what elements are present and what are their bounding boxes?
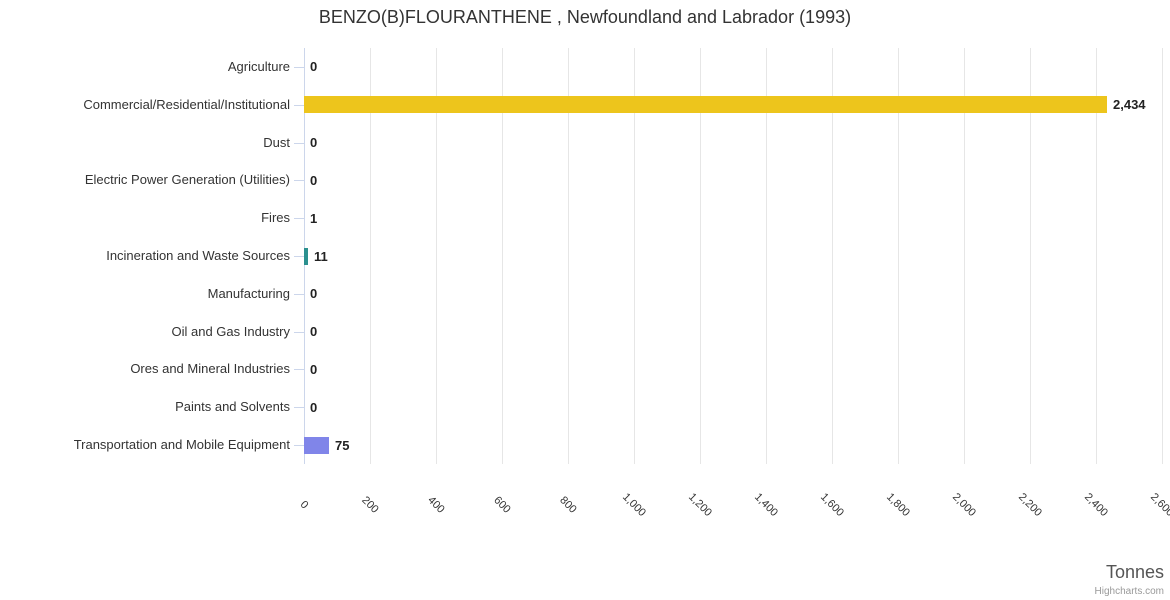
- x-tick-label: 2,600: [1148, 491, 1170, 519]
- x-tick-label: 1,000: [620, 491, 648, 519]
- y-axis-tick: [294, 218, 304, 219]
- value-label: 75: [335, 438, 350, 453]
- gridline: [766, 48, 767, 464]
- y-axis-tick: [294, 67, 304, 68]
- x-tick-label: 0: [297, 498, 311, 512]
- gridline: [502, 48, 503, 464]
- x-tick-label: 800: [557, 494, 579, 516]
- x-tick-label: 1,800: [884, 491, 912, 519]
- y-axis-tick: [294, 105, 304, 106]
- x-tick-label: 600: [491, 494, 513, 516]
- chart-title: BENZO(B)FLOURANTHENE , Newfoundland and …: [318, 7, 852, 27]
- value-label: 2,434: [1113, 97, 1146, 112]
- gridline: [634, 48, 635, 464]
- bar[interactable]: [304, 96, 1107, 113]
- category-label: Fires: [261, 210, 290, 225]
- bar[interactable]: [304, 248, 308, 265]
- value-label: 0: [310, 59, 318, 74]
- x-tick-label: 1,400: [752, 491, 780, 519]
- x-axis-title: Tonnes: [1105, 562, 1164, 582]
- gridline: [1030, 48, 1031, 464]
- y-axis-tick: [294, 180, 304, 181]
- gridline: [700, 48, 701, 464]
- y-axis-tick: [294, 256, 304, 257]
- x-tick-label: 2,000: [950, 491, 978, 519]
- y-axis-tick: [294, 445, 304, 446]
- category-label: Manufacturing: [207, 286, 290, 301]
- value-label: 0: [310, 135, 318, 150]
- y-axis-tick: [294, 332, 304, 333]
- gridline: [1162, 48, 1163, 464]
- category-label: Ores and Mineral Industries: [130, 361, 290, 376]
- highcharts-credit-link[interactable]: Highcharts.com: [1094, 586, 1164, 597]
- value-label: 0: [310, 286, 318, 301]
- value-label: 0: [310, 400, 318, 415]
- value-label: 11: [314, 249, 328, 264]
- value-label: 0: [310, 324, 318, 339]
- gridline: [370, 48, 371, 464]
- y-axis-tick: [294, 143, 304, 144]
- category-label: Commercial/Residential/Institutional: [83, 97, 290, 112]
- gridline: [1096, 48, 1097, 464]
- x-tick-label: 400: [425, 494, 447, 516]
- value-label: 0: [310, 173, 318, 188]
- category-label: Dust: [263, 135, 290, 150]
- value-label: 1: [310, 211, 318, 226]
- gridline: [568, 48, 569, 464]
- gridline: [898, 48, 899, 464]
- category-label: Transportation and Mobile Equipment: [73, 437, 290, 452]
- x-tick-label: 1,200: [686, 491, 714, 519]
- x-tick-label: 2,400: [1082, 491, 1110, 519]
- x-tick-label: 2,200: [1016, 491, 1044, 519]
- category-label: Paints and Solvents: [175, 399, 290, 414]
- x-tick-label: 200: [359, 494, 381, 516]
- y-axis-tick: [294, 294, 304, 295]
- y-axis-tick: [294, 369, 304, 370]
- value-label: 0: [310, 362, 318, 377]
- gridline: [832, 48, 833, 464]
- category-label: Incineration and Waste Sources: [106, 248, 290, 263]
- gridline: [964, 48, 965, 464]
- x-tick-label: 1,600: [818, 491, 846, 519]
- plot-area: [304, 48, 1163, 464]
- category-label: Oil and Gas Industry: [171, 324, 291, 339]
- bar[interactable]: [304, 437, 329, 454]
- gridline: [436, 48, 437, 464]
- category-label: Electric Power Generation (Utilities): [84, 172, 290, 187]
- category-label: Agriculture: [227, 59, 290, 74]
- y-axis-tick: [294, 407, 304, 408]
